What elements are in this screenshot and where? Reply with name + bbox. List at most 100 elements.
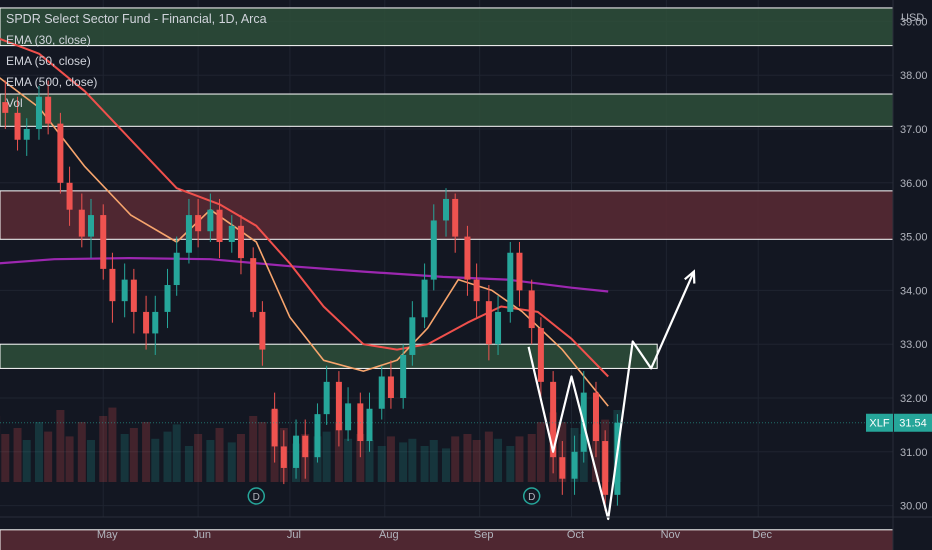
legend-vol[interactable]: Vol bbox=[6, 96, 23, 110]
candle-body bbox=[378, 376, 385, 409]
candle-body bbox=[2, 102, 9, 113]
candle-body bbox=[109, 268, 116, 302]
volume-bar bbox=[472, 440, 481, 482]
projection-line bbox=[527, 271, 695, 521]
volume-bar bbox=[184, 446, 193, 482]
candle-body bbox=[87, 215, 94, 237]
volume-bar bbox=[34, 422, 43, 482]
ticker-label: XLF bbox=[869, 418, 889, 430]
candle-body bbox=[387, 376, 394, 398]
candle-body bbox=[23, 129, 30, 140]
candle-body bbox=[173, 252, 180, 286]
volume-bar bbox=[151, 438, 160, 482]
candle-body bbox=[473, 279, 480, 302]
y-axis-panel bbox=[893, 0, 932, 550]
x-tick-label: May bbox=[97, 529, 118, 541]
x-tick-label: Dec bbox=[752, 529, 772, 541]
volume-bar bbox=[120, 434, 129, 482]
volume-bar bbox=[99, 416, 108, 482]
legend-ema500[interactable]: EMA (500, close) bbox=[6, 75, 98, 89]
candle-body bbox=[228, 225, 235, 242]
y-tick-label: 34.00 bbox=[900, 285, 928, 297]
volume-bar bbox=[129, 428, 138, 482]
candle-body bbox=[130, 279, 137, 312]
candle-body bbox=[464, 236, 471, 280]
y-tick-label: 36.00 bbox=[900, 178, 928, 190]
ema30-path bbox=[0, 77, 609, 407]
volume-bar bbox=[399, 442, 408, 482]
x-tick-label: Aug bbox=[379, 529, 399, 541]
volume-bar bbox=[249, 416, 258, 482]
candle-body bbox=[507, 252, 514, 312]
candle-body bbox=[485, 301, 492, 345]
x-tick-label: Jul bbox=[287, 529, 301, 541]
candle-body bbox=[516, 252, 523, 291]
zone-resistance-0 bbox=[0, 7, 894, 47]
x-tick-label: Jun bbox=[193, 529, 211, 541]
legend: SPDR Select Sector Fund - Financial, 1D,… bbox=[6, 9, 267, 114]
candle-body bbox=[121, 279, 128, 302]
volume-bar bbox=[494, 438, 503, 482]
candle-body bbox=[45, 96, 52, 124]
candle-body bbox=[559, 457, 566, 479]
candle-body bbox=[550, 381, 557, 458]
volume-bar bbox=[365, 440, 374, 482]
y-tick-label: 33.00 bbox=[900, 339, 928, 351]
volume-bar bbox=[13, 428, 22, 482]
volume-bar bbox=[172, 424, 181, 482]
volume-bar bbox=[429, 440, 438, 482]
x-tick-label: Oct bbox=[567, 529, 584, 541]
volume-bar bbox=[227, 442, 236, 482]
candle-body bbox=[250, 258, 257, 312]
legend-ema50[interactable]: EMA (50, close) bbox=[6, 54, 91, 68]
candle-body bbox=[357, 403, 364, 442]
volume-bar bbox=[65, 436, 74, 482]
y-tick-label: 37.00 bbox=[900, 124, 928, 136]
projection-path bbox=[527, 269, 696, 521]
candle-body bbox=[152, 311, 159, 334]
dividend-marker bbox=[247, 487, 266, 505]
candle-body bbox=[302, 435, 309, 458]
candle-body bbox=[314, 414, 321, 458]
y-tick-label: 38.00 bbox=[900, 70, 928, 82]
volume-bar bbox=[334, 422, 343, 482]
candle-body bbox=[143, 311, 150, 334]
candle-body bbox=[280, 446, 287, 468]
candle-body bbox=[452, 198, 459, 237]
dividend-label: D bbox=[253, 492, 260, 503]
candle-body bbox=[495, 311, 502, 345]
volume-bar bbox=[408, 438, 417, 482]
volume-bar bbox=[206, 440, 215, 482]
legend-ema30[interactable]: EMA (30, close) bbox=[6, 33, 91, 47]
volume-bar bbox=[527, 434, 536, 482]
volume-bar bbox=[506, 446, 515, 482]
dividend-marker bbox=[522, 487, 541, 505]
candle-body bbox=[345, 403, 352, 431]
currency-label: USD bbox=[901, 12, 924, 24]
candle-body bbox=[323, 381, 330, 415]
ema50-path bbox=[0, 37, 609, 378]
candle-body bbox=[57, 123, 64, 183]
candle-body bbox=[528, 290, 535, 329]
volume-bar bbox=[163, 431, 172, 482]
price-zones bbox=[0, 7, 894, 550]
candle-body bbox=[571, 451, 578, 479]
candle-body bbox=[271, 408, 278, 447]
candle-body bbox=[237, 225, 244, 259]
candle-body bbox=[100, 215, 107, 269]
volume-bar bbox=[536, 422, 545, 482]
volume-bar bbox=[344, 438, 353, 482]
volume-bar bbox=[194, 434, 203, 482]
volume-bar bbox=[86, 440, 95, 482]
candle-body bbox=[366, 408, 373, 442]
volume-bar bbox=[420, 446, 429, 482]
y-tick-label: 31.00 bbox=[900, 447, 928, 459]
candle-body bbox=[335, 381, 342, 431]
candle-body bbox=[78, 209, 85, 237]
volume-bar bbox=[386, 436, 395, 482]
candle-body bbox=[592, 392, 599, 442]
last-price-label: 31.54 bbox=[899, 418, 927, 430]
